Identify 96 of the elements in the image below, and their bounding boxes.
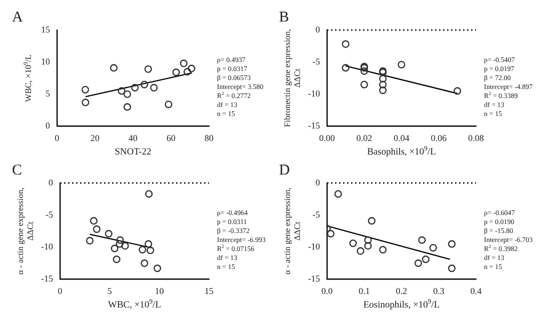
point xyxy=(118,87,126,95)
x-tick-label: 0.04 xyxy=(394,132,410,143)
point xyxy=(342,64,350,72)
point xyxy=(140,80,148,88)
point xyxy=(116,240,124,248)
point xyxy=(124,103,132,111)
point xyxy=(188,64,196,72)
y-axis-title: α - actin gene expression, ΔΔCt xyxy=(15,188,36,275)
x-tick-label: 0.0 xyxy=(321,286,334,296)
chart-title: B xyxy=(279,9,290,26)
x-tick-label: 60 xyxy=(166,132,176,143)
x-tick-label: 0.4 xyxy=(470,286,482,296)
x-tick-label: 40 xyxy=(128,132,138,143)
point xyxy=(379,74,387,83)
point xyxy=(360,80,368,88)
point xyxy=(368,217,376,225)
point xyxy=(90,217,98,225)
point xyxy=(448,240,456,248)
point xyxy=(326,230,335,238)
x-tick-label: 5 xyxy=(107,286,112,296)
point xyxy=(172,68,180,76)
point xyxy=(379,246,387,254)
point xyxy=(121,242,129,250)
point xyxy=(110,64,118,72)
x-tick-label: 0.2 xyxy=(396,286,408,296)
y-tick-label: -10 xyxy=(308,88,320,98)
y-tick-label: -10 xyxy=(308,241,320,252)
point xyxy=(131,84,139,92)
point xyxy=(414,259,422,267)
point xyxy=(334,190,342,198)
chart-title: D xyxy=(279,162,290,178)
point xyxy=(349,239,357,248)
point xyxy=(140,259,148,267)
point xyxy=(398,60,406,68)
y-tick-label: -5 xyxy=(45,209,54,220)
y-tick-label: 0 xyxy=(46,120,50,131)
point xyxy=(180,60,188,68)
x-tick-label: 0 xyxy=(54,132,60,143)
point xyxy=(429,244,437,252)
y-tick-label: 0 xyxy=(315,177,320,188)
x-tick-label: 0.1 xyxy=(358,286,370,296)
point xyxy=(82,98,90,106)
point xyxy=(124,90,132,98)
y-tick-label: 0 xyxy=(48,177,54,188)
point xyxy=(82,86,90,94)
y-tick-label: 0 xyxy=(315,24,320,34)
point xyxy=(342,40,350,48)
y-tick-label: -15 xyxy=(40,274,54,284)
chart-title: A xyxy=(12,9,23,26)
x-tick-label: 0.00 xyxy=(319,132,336,143)
x-tick-label: 0.02 xyxy=(356,132,372,143)
point xyxy=(116,236,124,244)
point xyxy=(86,236,94,245)
point xyxy=(150,84,158,92)
point xyxy=(110,244,118,252)
point xyxy=(379,86,387,94)
point xyxy=(356,247,364,255)
x-tick-label: 0.08 xyxy=(468,132,484,143)
point xyxy=(92,225,101,233)
point xyxy=(112,256,120,264)
y-axis-title: Fibronectin gene expression, ΔΔCt xyxy=(282,29,302,128)
x-tick-label: 0.06 xyxy=(430,132,448,143)
point xyxy=(104,230,112,238)
x-tick-label: 20 xyxy=(90,132,100,143)
point xyxy=(418,236,426,244)
y-tick-label: 15 xyxy=(41,24,50,34)
y-tick-label: -5 xyxy=(312,209,320,220)
y-axis-title: α - actin gene expression, ΔΔCt xyxy=(282,188,302,275)
point xyxy=(454,87,462,95)
point xyxy=(144,65,152,73)
point xyxy=(145,190,153,198)
point xyxy=(154,264,162,272)
y-tick-label: -15 xyxy=(308,274,320,284)
x-tick-label: 10 xyxy=(154,286,164,296)
x-tick-label: 0.3 xyxy=(433,286,445,296)
x-tick-label: 15 xyxy=(204,286,214,296)
point xyxy=(364,242,372,250)
chart-title: C xyxy=(12,162,22,178)
y-tick-label: -15 xyxy=(308,120,320,131)
y-tick-label: 5 xyxy=(46,88,50,98)
y-tick-label: -10 xyxy=(40,241,54,252)
point xyxy=(146,246,154,254)
x-tick-label: 0 xyxy=(58,286,63,296)
point xyxy=(364,236,372,244)
x-tick-label: 80 xyxy=(204,132,214,143)
point xyxy=(422,256,430,264)
point xyxy=(360,67,368,75)
point xyxy=(138,246,146,254)
point xyxy=(144,240,152,248)
y-tick-label: -5 xyxy=(312,56,320,66)
point xyxy=(379,80,387,88)
point xyxy=(164,100,172,108)
point xyxy=(448,264,456,272)
x-axis-title: SNOT-22 xyxy=(114,148,152,158)
point xyxy=(184,68,192,76)
y-tick-label: 10 xyxy=(41,56,50,66)
